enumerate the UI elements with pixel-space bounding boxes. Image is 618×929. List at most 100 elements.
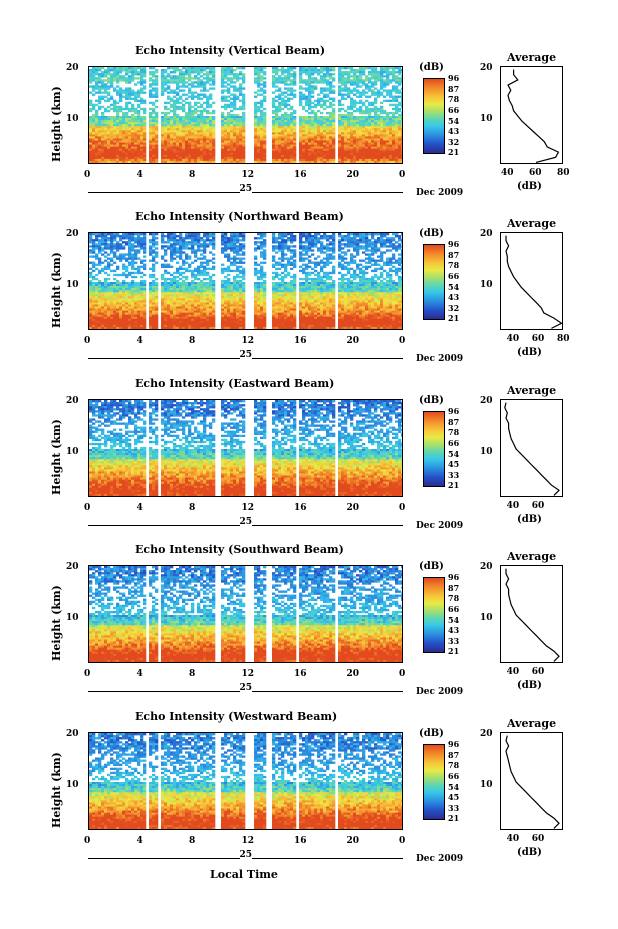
panel-3-xtick-2: 8 [189,503,196,513]
panel-5-colorbar-tick-7: 21 [448,813,460,824]
panel-4-average-line [505,568,560,662]
panel-3-average-xtick-60: 60 [531,501,545,511]
panel-1-average-title: Average [507,51,557,64]
panel-3-average-xlabel: (dB) [517,514,542,525]
panel-4-average-ytick-20: 20 [480,561,493,572]
panel-1-colorbar-tick-3: 66 [448,104,460,115]
panel-5-title: Echo Intensity (Westward Beam) [135,710,338,723]
panel-1-colorbar-tick-2: 78 [448,94,460,105]
panel-1-xtick-4: 16 [294,170,307,180]
panel-5-ylabel: Height (km) [50,752,63,828]
panel-5-date-label: Dec 2009 [416,854,464,864]
panel-5-xtick-6: 0 [399,836,406,846]
panel-5-average-xtick-60: 60 [531,834,545,844]
panel-4-colorbar-tick-7: 21 [448,646,460,657]
panel-5-ytick-20: 20 [66,728,79,739]
panel-2-xtick-2: 8 [189,336,196,346]
panel-1-average-line [507,69,560,163]
panel-2-colorbar-tick-1: 87 [448,249,460,260]
panel-3-day-label: 25 [239,517,253,527]
panel-5-colorbar-tick-4: 54 [448,781,460,792]
panel-3-xtick-3: 12 [241,503,255,513]
panel-4-colorbar-tick-5: 43 [448,625,460,636]
panel-2-ytick-20: 20 [66,228,79,239]
panel-3-average-line [504,402,560,496]
panel-2-average-title: Average [507,217,557,230]
panel-1-xtick-3: 12 [241,170,255,180]
panel-2-average-plot [500,232,563,330]
panel-4-average-xlabel: (dB) [517,680,542,691]
panel-4-xtick-6: 0 [399,669,406,679]
panel-5-colorbar-tick-1: 87 [448,749,460,760]
panel-1-average-xtick-60: 60 [529,168,542,178]
panel-4-heatmap [88,565,403,663]
panel-1-colorbar-tick-1: 87 [448,83,460,94]
panel-2-colorbar-tick-6: 32 [448,302,460,313]
panel-5-colorbar-unit: (dB) [419,728,444,739]
panel-3-average-xtick-40: 40 [506,501,520,511]
panel-1-average-ytick-10: 10 [480,114,493,125]
panel-3-colorbar [423,411,445,487]
panel-3-average-plot [500,399,563,497]
panel-1-heatmap [88,66,403,164]
panel-5-xtick-2: 8 [189,836,196,846]
panel-3-colorbar-tick-6: 33 [448,469,460,480]
panel-5-colorbar-tick-6: 33 [448,802,460,813]
panel-4-xtick-0: 0 [84,669,91,679]
panel-2-xtick-0: 0 [84,336,91,346]
panel-4-average-ytick-10: 10 [480,613,493,624]
panel-1-colorbar-tick-5: 43 [448,126,460,137]
panel-5-average-title: Average [507,717,557,730]
panel-5-colorbar [423,744,445,820]
panel-4-colorbar-tick-0: 96 [448,572,460,582]
panel-2-average-ytick-20: 20 [480,228,493,239]
panel-2-average-line [505,235,563,329]
panel-3-colorbar-tick-2: 78 [448,427,460,438]
panel-4-xtick-4: 16 [294,669,307,679]
panel-3-colorbar-tick-3: 66 [448,437,460,448]
panel-3-xtick-0: 0 [84,503,91,513]
panel-4-average-xtick-60: 60 [531,667,545,677]
panel-2-day-label: 25 [239,350,253,360]
panel-1-xtick-6: 0 [399,170,406,180]
panel-4-average-xtick-40: 40 [506,667,520,677]
panel-3-xtick-1: 4 [136,503,143,513]
panel-2-average-xtick-80: 80 [557,334,570,344]
panel-1-colorbar-tick-4: 54 [448,115,460,126]
panel-5-xtick-4: 16 [294,836,307,846]
panel-5-colorbar-tick-2: 78 [448,760,460,771]
panel-4-ytick-20: 20 [66,561,79,572]
panel-5-colorbar-tick-0: 96 [448,739,460,749]
panel-2-average-xtick-60: 60 [531,334,545,344]
panel-5-colorbar-tick-5: 45 [448,792,460,803]
panel-3-ytick-20: 20 [66,395,79,406]
panel-5-xtick-1: 4 [136,836,143,846]
panel-3-heatmap [88,399,403,497]
panel-1-average-plot [500,66,563,164]
panel-1-date-label: Dec 2009 [416,188,464,198]
panel-1-colorbar-tick-6: 32 [448,136,460,147]
panel-5-average-plot [500,732,563,830]
panel-4-day-label: 25 [239,683,253,693]
panel-2-colorbar-tick-5: 43 [448,292,460,303]
panel-1-colorbar-tick-0: 96 [448,73,460,83]
panel-3-colorbar-tick-0: 96 [448,406,460,416]
panel-2-ylabel: Height (km) [50,252,63,328]
panel-5-colorbar-tick-3: 66 [448,770,460,781]
panel-2-xtick-1: 4 [136,336,143,346]
panel-1-xtick-1: 4 [136,170,143,180]
panel-3-ytick-10: 10 [66,447,79,458]
panel-5-average-line [505,735,560,829]
panel-2-average-xtick-40: 40 [506,334,520,344]
panel-2-xtick-6: 0 [399,336,406,346]
panel-4-title: Echo Intensity (Southward Beam) [135,543,344,556]
panel-5-heatmap [88,732,403,830]
panel-4-ytick-10: 10 [66,613,79,624]
panel-5-ytick-10: 10 [66,780,79,791]
panel-1-xtick-2: 8 [189,170,196,180]
x-axis-label: Local Time [210,868,278,881]
panel-1-colorbar [423,78,445,154]
panel-1-average-xtick-80: 80 [557,168,570,178]
panel-5-day-label: 25 [239,850,253,860]
